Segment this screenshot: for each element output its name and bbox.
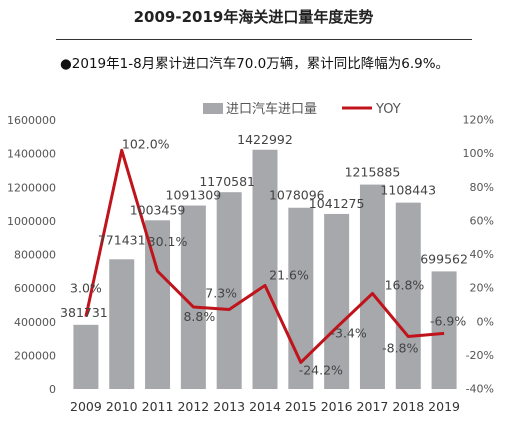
x-tick-label: 2016	[321, 399, 353, 414]
y-right-tick-label: -20%	[466, 349, 494, 362]
yoy-value-label: 7.3%	[205, 285, 237, 300]
y-right-tick-label: 40%	[470, 248, 494, 261]
yoy-value-label: -6.9%	[430, 313, 466, 328]
bar-value-label: 1041275	[309, 196, 365, 211]
bar-2017	[359, 184, 385, 389]
y-right-tick-label: 120%	[463, 114, 494, 127]
y-left-tick-label: 400000	[14, 316, 56, 329]
y-right-tick-label: 0%	[477, 315, 494, 328]
y-left-tick-label: 1000000	[7, 215, 56, 228]
x-tick-label: 2009	[70, 399, 102, 414]
yoy-value-label: 30.1%	[148, 234, 188, 249]
x-tick-label: 2019	[428, 399, 460, 414]
bar-value-label: 699562	[420, 251, 468, 266]
yoy-value-label: -24.2%	[299, 362, 343, 377]
yoy-value-label: 3.0%	[70, 281, 102, 296]
title-divider	[56, 39, 472, 40]
x-tick-label: 2018	[392, 399, 424, 414]
y-right-tick-label: 80%	[470, 181, 494, 194]
bar-value-label: 381731	[60, 305, 108, 320]
bar-value-label: 1422992	[237, 132, 293, 147]
y-left-tick-label: 600000	[14, 282, 56, 295]
bar-value-label: 1170581	[199, 174, 255, 189]
x-tick-label: 2017	[357, 399, 389, 414]
bar-value-label: 1108443	[380, 183, 436, 198]
yoy-value-label: 21.6%	[269, 267, 309, 282]
yoy-value-label: 8.8%	[183, 309, 215, 324]
y-right-tick-label: 60%	[470, 214, 494, 227]
yoy-value-label: 102.0%	[122, 136, 170, 151]
bar-value-label: 1091309	[166, 188, 222, 203]
bar-2009	[73, 324, 99, 389]
y-right-tick-label: 100%	[463, 147, 494, 160]
legend-bar-swatch	[203, 103, 223, 114]
y-left-tick-label: 1200000	[7, 181, 56, 194]
chart-subtitle: ●2019年1-8月累计进口汽车70.0万辆，累计同比降幅为6.9%。	[60, 56, 450, 72]
x-tick-label: 2014	[249, 399, 281, 414]
chart-title: 2009-2019年海关进口量年度走势	[133, 8, 374, 26]
bar-2018	[395, 202, 421, 389]
y-right-tick-label: 20%	[470, 282, 494, 295]
bar-value-label: 1078096	[269, 188, 325, 203]
bar-value-label: 1215885	[345, 165, 401, 180]
bar-2014	[252, 149, 278, 389]
bar-2015	[288, 207, 314, 389]
bar-2011	[145, 220, 171, 389]
yoy-value-label: -8.8%	[382, 341, 418, 356]
x-tick-label: 2010	[106, 399, 138, 414]
yoy-value-label: -3.4%	[330, 325, 366, 340]
x-tick-label: 2011	[142, 399, 174, 414]
legend-line-label: YOY	[375, 102, 401, 117]
y-left-tick-label: 0	[49, 383, 56, 396]
y-left-tick-label: 800000	[14, 249, 56, 262]
bar-2010	[109, 259, 135, 389]
x-tick-label: 2012	[177, 399, 209, 414]
y-left-tick-label: 1600000	[7, 114, 56, 127]
y-left-tick-label: 200000	[14, 349, 56, 362]
bar-2016	[324, 213, 350, 389]
legend-bar-label: 进口汽车进口量	[226, 101, 317, 117]
y-right-tick-label: -40%	[466, 383, 494, 396]
bar-2013	[216, 192, 242, 389]
y-left-tick-label: 1400000	[7, 148, 56, 161]
x-tick-label: 2013	[213, 399, 245, 414]
yoy-value-label: 16.8%	[385, 278, 425, 293]
bar-value-label: 1003459	[130, 202, 186, 217]
bar-2019	[431, 271, 457, 389]
bar-value-label: 771431	[98, 232, 146, 247]
x-tick-label: 2015	[285, 399, 317, 414]
